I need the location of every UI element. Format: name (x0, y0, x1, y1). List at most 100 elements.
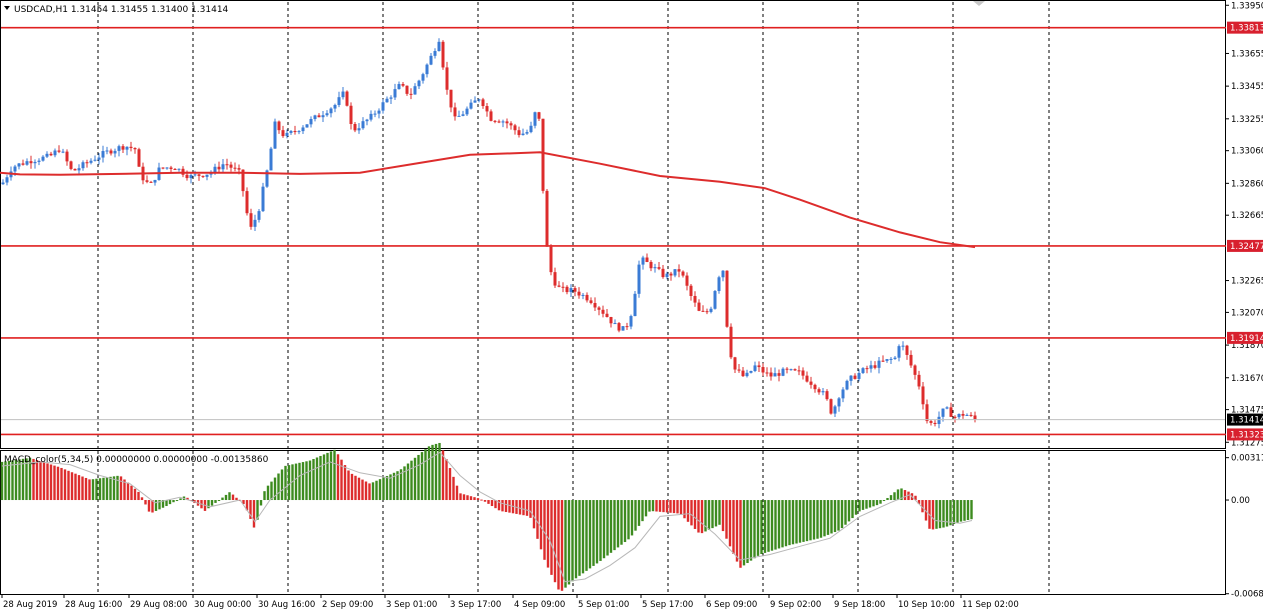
price-tag (1227, 428, 1263, 441)
macd-bar (672, 500, 676, 514)
horizontal-levels[interactable] (1, 26, 1226, 436)
macd-bar (364, 481, 368, 501)
macd-bar (966, 500, 970, 521)
price-tick-label: 1.32265 (1231, 277, 1263, 287)
macd-bar (42, 462, 46, 501)
macd-signal-line (1, 451, 973, 583)
candle-body (269, 148, 273, 171)
time-tick-label: 3 Sep 17:00 (450, 600, 501, 610)
candle-body (873, 365, 877, 368)
macd-bar (774, 500, 777, 550)
macd-bar (126, 482, 130, 501)
macd-bar (679, 500, 683, 515)
macd-bar (130, 485, 133, 501)
macd-bar (784, 500, 788, 547)
macd-bar (704, 500, 707, 532)
macd-bar (322, 454, 326, 501)
macd-bar (11, 460, 14, 501)
time-axis: 28 Aug 2019 28 Aug 16:00 29 Aug 08:00 30 Au… (1, 594, 1019, 610)
macd-bar (242, 500, 245, 505)
candle-body (533, 112, 537, 126)
candle-body (761, 367, 765, 373)
candle-body (957, 413, 961, 418)
macd-bar (532, 500, 536, 529)
candle-body (5, 177, 9, 183)
macd-bar (0, 461, 4, 501)
macd-bar (882, 500, 886, 502)
candle-body (717, 277, 721, 292)
macd-bar (837, 500, 840, 531)
shift-marker-icon[interactable] (973, 1, 985, 6)
candle-body (641, 257, 645, 265)
macd-bar (585, 500, 588, 571)
candle-body (109, 150, 113, 154)
macd-bar (795, 500, 798, 544)
macd-bar (18, 459, 21, 501)
macd-bar (571, 500, 574, 582)
candle-body (413, 86, 417, 95)
candle-body (153, 179, 157, 183)
macd-bar (707, 500, 711, 530)
candle-body (769, 372, 773, 377)
macd-bar (466, 495, 469, 501)
price-tag-label: 1.33813 (1230, 24, 1263, 34)
macd-bar (273, 477, 277, 501)
candle-body (757, 365, 761, 368)
candle-body (333, 104, 337, 109)
candle-body (593, 302, 597, 308)
time-tick-label: 28 Aug 2019 (3, 600, 57, 610)
macd-bar (462, 494, 466, 501)
candle-body (469, 102, 473, 109)
macd-bar (914, 495, 917, 501)
candle-body (357, 128, 361, 131)
macd-bar (270, 481, 273, 501)
macd-bar (942, 500, 945, 528)
candle-body (921, 386, 925, 405)
candle-body (461, 114, 465, 116)
macd-bar (151, 500, 154, 513)
candle-body (565, 286, 569, 293)
candle-body (353, 123, 357, 131)
candle-body (601, 309, 605, 314)
price-tick-label: 1.31870 (1231, 341, 1263, 351)
time-grid (97, 2, 1050, 594)
candle-body (853, 375, 857, 379)
macd-bar (935, 500, 938, 529)
candle-body (829, 399, 833, 414)
candle-body (381, 102, 385, 111)
candle-body (77, 168, 81, 171)
macd-bar (655, 500, 658, 512)
candle-body (721, 270, 725, 278)
time-tick-label: 5 Sep 01:00 (578, 600, 629, 610)
macd-bar (711, 500, 714, 529)
candle-body (845, 380, 849, 390)
macd-bar (518, 500, 522, 515)
macd-bar (140, 497, 144, 501)
candle-body (701, 310, 705, 312)
macd-bar (578, 500, 581, 576)
candle-body (709, 308, 713, 312)
macd-bar (396, 471, 399, 501)
macd-bar (336, 454, 340, 501)
macd-bar (389, 474, 392, 501)
macd-bar (105, 477, 109, 501)
macd-bar (599, 500, 602, 561)
main-chart-frame (0, 0, 1226, 449)
candle-body (397, 84, 401, 90)
candle-body (785, 368, 789, 370)
symbol-dropdown-icon[interactable] (4, 6, 10, 10)
candle-body (961, 413, 965, 416)
candle-body (965, 414, 969, 416)
macd-bar (900, 488, 903, 501)
time-tick-label: 11 Sep 02:00 (962, 600, 1019, 610)
time-tick-label: 6 Sep 09:00 (706, 600, 757, 610)
macd-bar (133, 488, 137, 501)
macd-bar (413, 457, 417, 501)
candle-body (285, 132, 289, 137)
candle-body (893, 357, 897, 359)
macd-tick-label: -0.00688 (1231, 590, 1263, 600)
candle-body (737, 369, 741, 371)
macd-bar (847, 500, 851, 522)
candle-body (805, 375, 809, 382)
